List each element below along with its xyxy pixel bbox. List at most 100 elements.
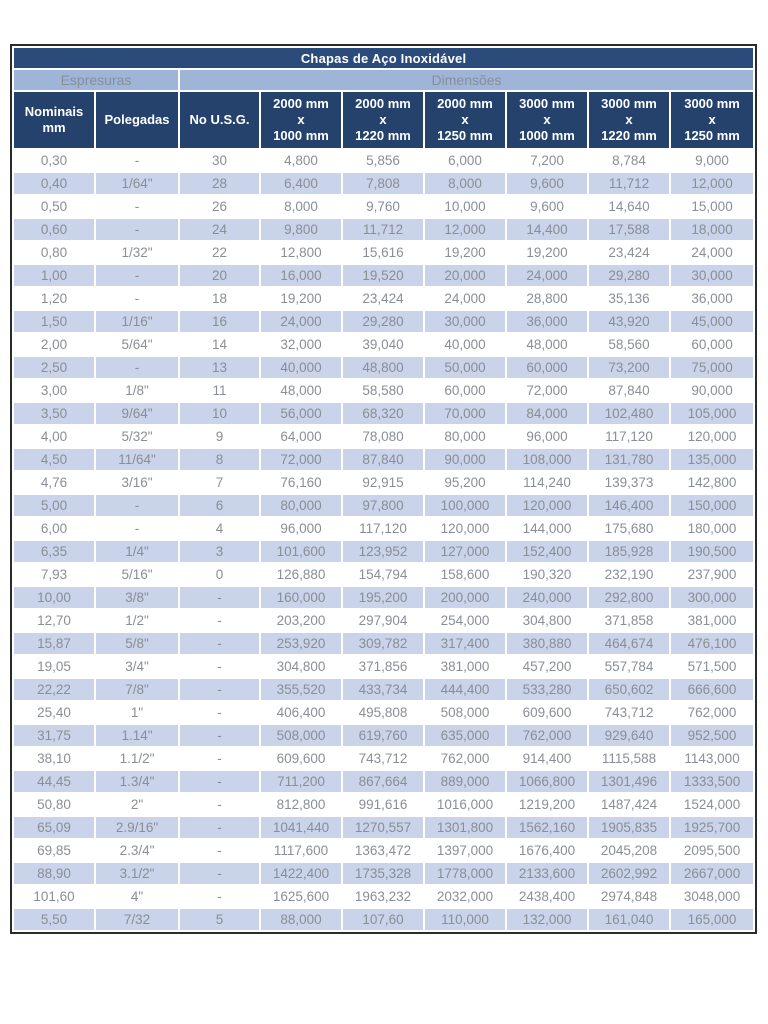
table-cell: 711,200 [261,771,341,792]
table-cell: 929,640 [589,725,669,746]
table-cell: 2602,992 [589,863,669,884]
table-cell: - [96,219,178,240]
table-row: 2,50-13 40,000 48,800 50,000 60,000 73,200 75,… [14,357,754,378]
table-cell: 292,800 [589,587,669,608]
table-cell: 508,000 [425,702,505,723]
table-cell: 200,000 [425,587,505,608]
table-cell: 30 [180,150,259,171]
table-cell: 240,000 [507,587,587,608]
table-cell: 571,500 [671,656,754,677]
table-cell: 3 [180,541,259,562]
table-cell: 300,000 [671,587,754,608]
table-cell: 45,000 [671,311,754,332]
table-cell: 5,856 [343,150,423,171]
table-cell: 127,000 [425,541,505,562]
table-cell: 24 [180,219,259,240]
table-cell: 7/32 [96,909,178,930]
table-row: 19,05 3/4" -304,800 371,856 381,000 457,200 55… [14,656,754,677]
table-cell: 15,616 [343,242,423,263]
table-cell: 40,000 [425,334,505,355]
table-cell: 84,000 [507,403,587,424]
table-cell: 50,80 [14,794,94,815]
table-cell: 26 [180,196,259,217]
table-cell: 190,500 [671,541,754,562]
table-cell: 7,200 [507,150,587,171]
table-cell: 533,280 [507,679,587,700]
table-cell: 914,400 [507,748,587,769]
table-cell: 8 [180,449,259,470]
table-cell: 317,400 [425,633,505,654]
table-cell: 102,480 [589,403,669,424]
table-cell: 666,600 [671,679,754,700]
table-cell: 32,000 [261,334,341,355]
column-header-4: 2000 mm x 1220 mm [343,92,423,148]
table-cell: 1.3/4" [96,771,178,792]
table-cell: 1/4" [96,541,178,562]
table-cell: 2133,600 [507,863,587,884]
table-cell: 12,000 [425,219,505,240]
table-cell: 3,50 [14,403,94,424]
table-cell: 5,50 [14,909,94,930]
table-cell: - [96,495,178,516]
table-cell: 142,800 [671,472,754,493]
table-cell: 8,784 [589,150,669,171]
table-cell: 4,00 [14,426,94,447]
table-cell: 952,500 [671,725,754,746]
table-cell: 72,000 [507,380,587,401]
table-cell: 5,00 [14,495,94,516]
table-cell: 371,856 [343,656,423,677]
table-cell: 2" [96,794,178,815]
table-cell: 22 [180,242,259,263]
table-cell: 152,400 [507,541,587,562]
table-cell: 19,200 [261,288,341,309]
table-cell: 126,880 [261,564,341,585]
table-row: 0,40 1/64" 28 6,400 7,808 8,000 9,600 11,712 12,… [14,173,754,194]
table-cell: 1143,000 [671,748,754,769]
table-cell: 508,000 [261,725,341,746]
table-cell: 36,000 [507,311,587,332]
table-cell: 867,664 [343,771,423,792]
table-cell: 9,000 [671,150,754,171]
table-cell: 11,712 [589,173,669,194]
table-row: 2,00 5/64" 14 32,000 39,040 40,000 48,000 58,56… [14,334,754,355]
table-cell: 433,734 [343,679,423,700]
table-cell: 35,136 [589,288,669,309]
table-cell: 1562,160 [507,817,587,838]
table-row: 5,00-6 80,000 97,800 100,000 120,000 146,400 1… [14,495,754,516]
table-cell: 158,600 [425,564,505,585]
table-cell: 0,40 [14,173,94,194]
table-cell: 19,200 [425,242,505,263]
table-row: 0,80 1/32" 22 12,800 15,616 19,200 19,200 23,42… [14,242,754,263]
table-cell: - [180,840,259,861]
table-row: 50,80 2" -812,800 991,616 1016,000 1219,200 14… [14,794,754,815]
table-cell: 65,09 [14,817,94,838]
table-cell: 762,000 [671,702,754,723]
table-cell: 105,000 [671,403,754,424]
table-cell: 4 [180,518,259,539]
table-cell: 2667,000 [671,863,754,884]
table-row: 1,50 1/16" 16 24,000 29,280 30,000 36,000 43,92… [14,311,754,332]
table-row: 101,60 4" -1625,600 1963,232 2032,000 2438,40… [14,886,754,907]
table-cell: 78,080 [343,426,423,447]
table-cell: 203,200 [261,610,341,631]
table-cell: 253,920 [261,633,341,654]
table-cell: 88,000 [261,909,341,930]
table-cell: 180,000 [671,518,754,539]
table-cell: 3.1/2" [96,863,178,884]
table-cell: 232,190 [589,564,669,585]
table-cell: - [180,633,259,654]
table-cell: 635,000 [425,725,505,746]
table-cell: 101,60 [14,886,94,907]
table-cell: 2,50 [14,357,94,378]
column-header-7: 3000 mm x 1220 mm [589,92,669,148]
table-cell: - [96,288,178,309]
table-cell: 108,000 [507,449,587,470]
table-cell: 5/8" [96,633,178,654]
table-cell: 3048,000 [671,886,754,907]
column-header-2: No U.S.G. [180,92,259,148]
table-cell: 1301,496 [589,771,669,792]
table-row: 15,87 5/8" -253,920 309,782 317,400 380,880 46… [14,633,754,654]
table-cell: 4,800 [261,150,341,171]
table-cell: 0,30 [14,150,94,171]
table-cell: 135,000 [671,449,754,470]
